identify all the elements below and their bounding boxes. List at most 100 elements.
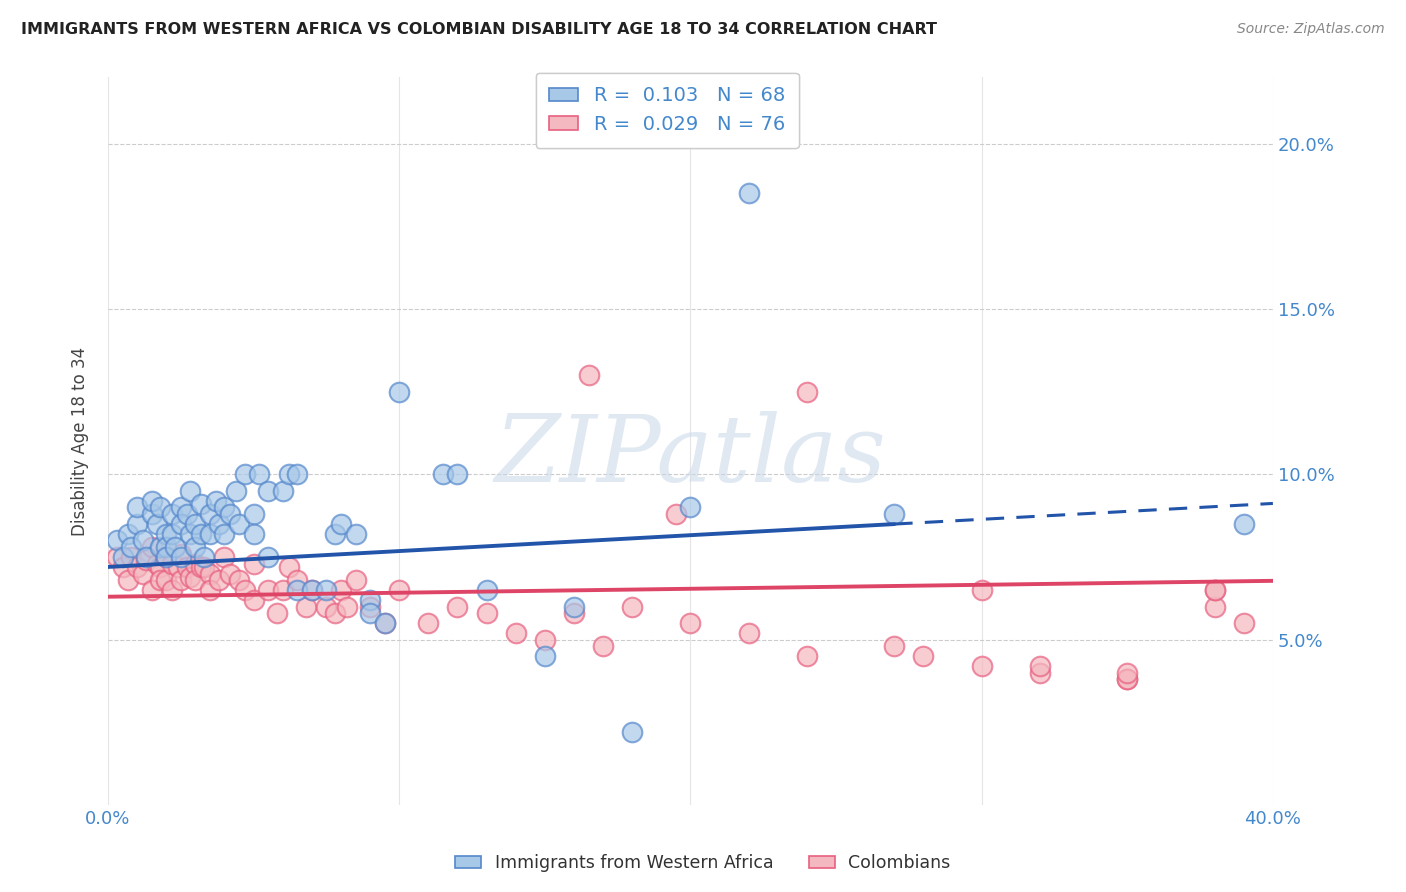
Point [149,573,172,587]
Point [336,599,359,614]
Point [170,516,193,531]
Point [233,583,256,598]
Point [228,573,250,587]
Point [149,500,172,515]
Point [737,186,759,201]
Point [359,606,381,620]
Point [132,533,155,548]
Point [418,616,440,631]
Point [534,632,557,647]
Point [1116,673,1139,687]
Point [160,507,183,521]
Point [170,547,193,561]
Point [621,599,644,614]
Point [578,368,600,383]
Point [120,549,142,564]
Point [120,540,142,554]
Point [163,540,186,554]
Point [170,549,193,564]
Point [359,599,381,614]
Point [621,725,644,739]
Point [184,540,207,554]
Point [160,557,183,571]
Point [505,626,527,640]
Point [179,527,201,541]
Point [796,384,818,399]
Point [214,549,236,564]
Point [315,583,337,598]
Point [1204,583,1226,598]
Point [344,573,367,587]
Point [1029,659,1052,673]
Point [534,649,557,664]
Point [176,560,198,574]
Y-axis label: Disability Age 18 to 34: Disability Age 18 to 34 [72,347,89,536]
Point [1204,583,1226,598]
Point [111,560,134,574]
Point [170,573,193,587]
Text: Source: ZipAtlas.com: Source: ZipAtlas.com [1237,22,1385,37]
Point [883,507,905,521]
Point [127,500,149,515]
Point [679,500,702,515]
Point [198,527,221,541]
Point [315,599,337,614]
Point [912,649,935,664]
Point [167,560,190,574]
Point [179,483,201,498]
Point [257,583,280,598]
Point [562,606,585,620]
Point [242,593,264,607]
Point [323,606,346,620]
Point [475,583,498,598]
Point [149,540,172,554]
Point [277,467,299,482]
Point [1233,516,1256,531]
Point [190,497,212,511]
Point [285,583,308,598]
Point [388,384,411,399]
Point [219,507,242,521]
Point [184,573,207,587]
Point [160,527,183,541]
Legend: Immigrants from Western Africa, Colombians: Immigrants from Western Africa, Colombia… [449,847,957,879]
Point [233,467,256,482]
Point [970,659,993,673]
Point [190,527,212,541]
Point [141,493,163,508]
Point [132,566,155,581]
Point [796,649,818,664]
Point [330,516,353,531]
Point [271,483,294,498]
Point [1204,599,1226,614]
Point [190,560,212,574]
Point [198,507,221,521]
Point [277,560,299,574]
Point [374,616,396,631]
Point [359,593,381,607]
Point [160,583,183,598]
Point [225,483,247,498]
Point [127,560,149,574]
Point [242,557,264,571]
Point [295,599,318,614]
Point [214,500,236,515]
Point [285,467,308,482]
Point [1116,673,1139,687]
Point [176,507,198,521]
Point [242,527,264,541]
Point [208,573,231,587]
Text: ZIPatlas: ZIPatlas [495,411,886,500]
Point [242,507,264,521]
Point [257,549,280,564]
Point [1233,616,1256,631]
Point [301,583,323,598]
Point [111,549,134,564]
Point [193,549,215,564]
Point [208,516,231,531]
Point [446,467,468,482]
Point [155,573,177,587]
Point [149,560,172,574]
Point [446,599,468,614]
Point [323,527,346,541]
